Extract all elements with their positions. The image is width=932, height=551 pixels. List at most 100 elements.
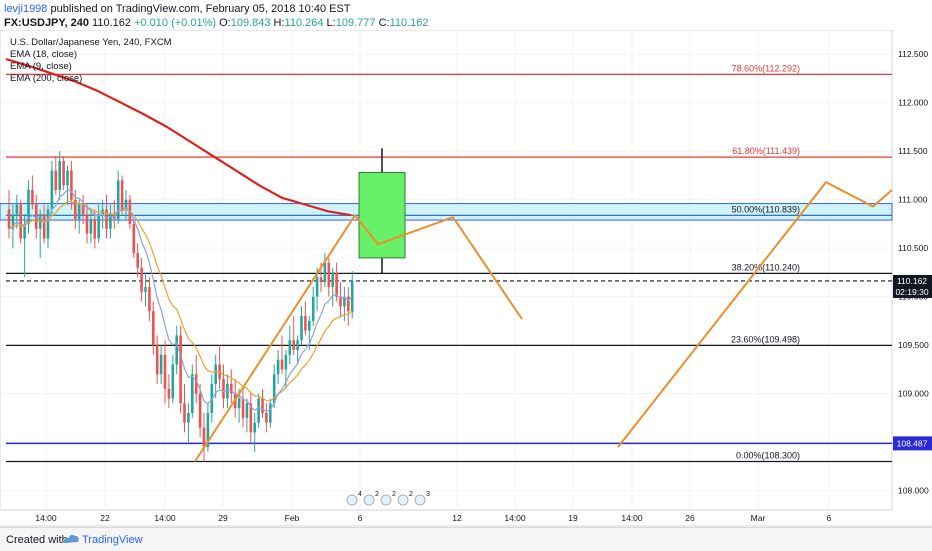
candle-body	[214, 364, 217, 384]
event-marker-icon	[380, 494, 392, 506]
candle-body	[237, 398, 241, 409]
fib-level-label: 38.20%(110.240)	[732, 262, 800, 272]
ohlc-low-value: 109.777	[335, 17, 376, 29]
candle-body	[292, 340, 295, 350]
candle-body	[284, 354, 288, 370]
publish-line: levji1998 published on TradingView.com, …	[4, 3, 351, 15]
candle-body	[97, 214, 100, 239]
event-marker-count: 4	[358, 491, 362, 498]
candle-body	[46, 209, 50, 239]
candle-body	[179, 335, 182, 404]
symbol-label[interactable]: FX:USDJPY, 240	[4, 17, 89, 29]
chart-legend: U.S. Dollar/Japanese Yen, 240, FXCM EMA …	[10, 37, 172, 85]
tradingview-link[interactable]: TradingView	[82, 534, 143, 546]
candle-body	[288, 340, 292, 355]
candle-body	[319, 277, 323, 283]
fib-level-label: 23.60%(109.498)	[731, 334, 800, 344]
candle-body	[311, 296, 315, 321]
projection-path-1	[354, 214, 523, 320]
event-marker-count: 2	[409, 491, 413, 498]
price-chart[interactable]: 108.000108.500109.000109.500110.000110.5…	[0, 30, 932, 527]
candle-body	[23, 223, 26, 239]
last-price: 110.162	[92, 17, 131, 29]
candle-body	[343, 296, 346, 307]
candle-body	[276, 359, 280, 375]
candle-body	[245, 403, 249, 418]
x-tick-label: 29	[218, 513, 228, 523]
candle-body	[269, 403, 272, 423]
fib-level-label: 78.60%(112.292)	[732, 63, 800, 73]
candle-body	[62, 160, 65, 186]
candle-body	[35, 204, 38, 229]
candle-body	[77, 204, 81, 220]
candle-body	[136, 253, 139, 268]
ema-9-line	[8, 188, 353, 413]
candle-body	[155, 345, 159, 375]
candle-body	[74, 199, 77, 220]
author-link[interactable]: levji1998	[4, 3, 48, 15]
candle-body	[152, 311, 155, 346]
candle-body	[132, 223, 136, 254]
candle-body	[31, 190, 34, 205]
x-tick-label: 19	[568, 513, 578, 523]
candle-body	[222, 379, 225, 399]
candle-body	[116, 180, 120, 220]
candle-body	[58, 160, 61, 190]
x-tick-label: 14:00	[35, 513, 57, 523]
candle-body	[7, 209, 11, 229]
event-marker-icon	[397, 494, 409, 506]
tradingview-logo-icon[interactable]	[62, 532, 80, 549]
candle-body	[120, 180, 124, 210]
candle-body	[272, 374, 276, 404]
ohlc-high-label: H:	[273, 17, 285, 29]
candle-body	[89, 219, 93, 234]
candle-body	[206, 413, 210, 447]
candle-body	[327, 262, 331, 287]
candle-body	[339, 296, 342, 307]
publish-info: published on TradingView.com, February 0…	[50, 3, 351, 15]
y-tick-label: 111.000	[898, 195, 928, 205]
ema-200-line	[5, 58, 352, 217]
candle-body	[144, 286, 147, 292]
candle-body	[187, 413, 190, 423]
quote-line: FX:USDJPY, 240 110.162 +0.010 (+0.01%) O…	[4, 17, 429, 29]
event-marker-count: 2	[392, 491, 396, 498]
last-price-badge	[893, 274, 932, 287]
x-tick-label: 6	[358, 513, 363, 523]
candle-body	[42, 214, 46, 239]
candle-body	[315, 277, 319, 297]
candle-body	[198, 393, 202, 428]
candle-body	[66, 170, 69, 186]
legend-ema9[interactable]: EMA (9, close)	[10, 61, 72, 72]
fib-level-label: 50.00%(110.839)	[732, 204, 800, 214]
candle-body	[54, 170, 58, 190]
fib-level-label: 0.00%(108.300)	[736, 451, 800, 461]
chart-header: levji1998 published on TradingView.com, …	[0, 0, 932, 30]
ohlc-low-label: L:	[326, 17, 336, 29]
plot-area	[0, 30, 893, 511]
last-price-badge-text: 110.162	[897, 276, 927, 286]
candle-body	[194, 374, 198, 394]
candle-body	[241, 398, 245, 418]
ohlc-open-value: 109.843	[230, 17, 271, 29]
candle-body	[331, 272, 334, 287]
event-marker-icon	[346, 494, 358, 506]
candle-body	[109, 214, 112, 229]
x-tick-label: 6	[827, 513, 832, 523]
ohlc-close-value: 110.162	[389, 17, 429, 29]
candle-body	[167, 388, 171, 399]
ohlc-high-value: 110.264	[284, 17, 324, 29]
candle-body	[323, 262, 327, 283]
x-tick-label: 12	[452, 513, 462, 523]
x-tick-label: 14:00	[621, 513, 643, 523]
candle-body	[105, 209, 108, 229]
projection-rise-line	[194, 214, 356, 463]
candle-body	[171, 364, 175, 399]
x-tick-label: Mar	[751, 513, 766, 523]
candle-body	[202, 427, 206, 447]
event-marker-count: 3	[426, 491, 430, 498]
legend-ema18[interactable]: EMA (18, close)	[10, 49, 78, 60]
candle-body	[304, 316, 307, 331]
y-tick-label: 108.000	[898, 486, 929, 496]
legend-ema200[interactable]: EMA (200, close)	[10, 73, 83, 84]
